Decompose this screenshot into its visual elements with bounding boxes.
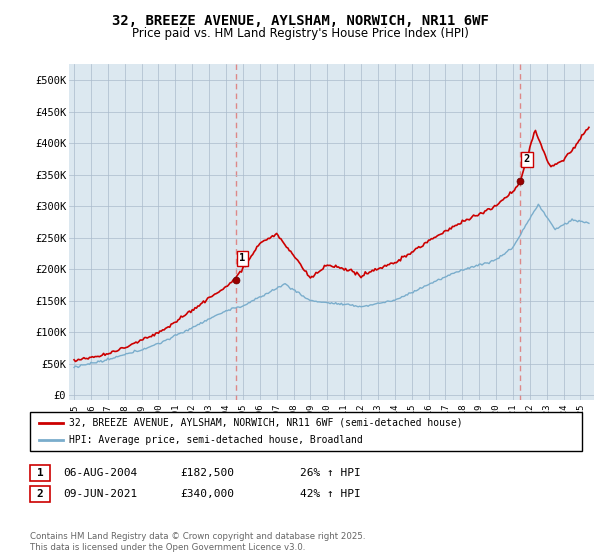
- Text: 1: 1: [37, 468, 43, 478]
- Text: 1: 1: [239, 253, 245, 263]
- Text: £340,000: £340,000: [180, 489, 234, 499]
- Text: 32, BREEZE AVENUE, AYLSHAM, NORWICH, NR11 6WF: 32, BREEZE AVENUE, AYLSHAM, NORWICH, NR1…: [112, 14, 488, 28]
- Text: 32, BREEZE AVENUE, AYLSHAM, NORWICH, NR11 6WF (semi-detached house): 32, BREEZE AVENUE, AYLSHAM, NORWICH, NR1…: [69, 418, 463, 428]
- Text: 42% ↑ HPI: 42% ↑ HPI: [300, 489, 361, 499]
- Text: 26% ↑ HPI: 26% ↑ HPI: [300, 468, 361, 478]
- Text: £182,500: £182,500: [180, 468, 234, 478]
- Text: HPI: Average price, semi-detached house, Broadland: HPI: Average price, semi-detached house,…: [69, 435, 363, 445]
- Text: 2: 2: [524, 154, 530, 164]
- Text: 2: 2: [37, 489, 43, 499]
- Text: 09-JUN-2021: 09-JUN-2021: [63, 489, 137, 499]
- Text: 06-AUG-2004: 06-AUG-2004: [63, 468, 137, 478]
- Text: Contains HM Land Registry data © Crown copyright and database right 2025.
This d: Contains HM Land Registry data © Crown c…: [30, 532, 365, 552]
- Text: Price paid vs. HM Land Registry's House Price Index (HPI): Price paid vs. HM Land Registry's House …: [131, 27, 469, 40]
